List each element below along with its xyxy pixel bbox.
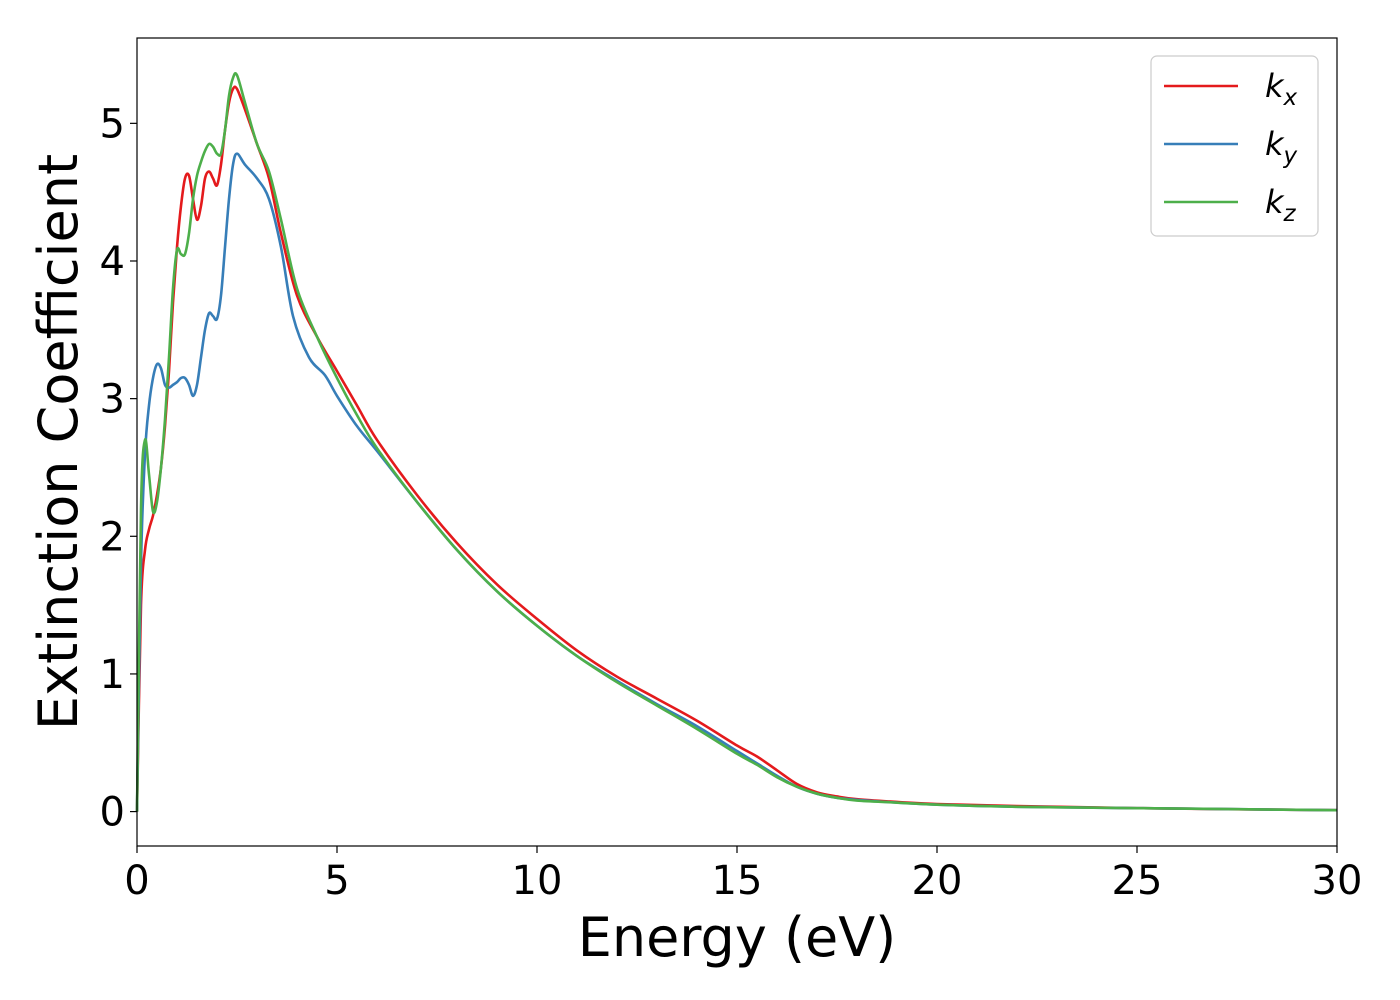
y-tick-label: 1 bbox=[100, 652, 125, 698]
legend-label-k-x: kx bbox=[1265, 67, 1298, 111]
legend: kx ky kz bbox=[1150, 55, 1319, 237]
y-axis-title: Extinction Coefficient bbox=[27, 154, 90, 730]
y-tick-label: 2 bbox=[100, 514, 125, 560]
series-line-k-z bbox=[135, 72, 1338, 812]
legend-label-k-y: ky bbox=[1265, 125, 1298, 169]
x-axis-title: Energy (eV) bbox=[578, 906, 897, 969]
x-tick-label: 10 bbox=[512, 858, 563, 904]
y-tick-label: 3 bbox=[100, 377, 125, 423]
legend-label-k-z: kz bbox=[1265, 183, 1297, 227]
x-tick-label: 0 bbox=[124, 858, 149, 904]
x-tick-label: 15 bbox=[712, 858, 763, 904]
legend-box bbox=[1150, 55, 1319, 237]
x-tick-label: 30 bbox=[1312, 858, 1363, 904]
series-layer bbox=[135, 72, 1338, 812]
x-tick-label: 25 bbox=[1112, 858, 1163, 904]
x-tick-label: 5 bbox=[324, 858, 349, 904]
x-axis: 0 5 10 15 20 25 30 bbox=[124, 846, 1362, 904]
y-axis: 0 1 2 3 4 5 bbox=[100, 101, 137, 836]
y-tick-label: 0 bbox=[100, 790, 125, 836]
y-tick-label: 5 bbox=[100, 101, 125, 147]
x-tick-label: 20 bbox=[912, 858, 963, 904]
y-tick-label: 4 bbox=[100, 239, 125, 285]
